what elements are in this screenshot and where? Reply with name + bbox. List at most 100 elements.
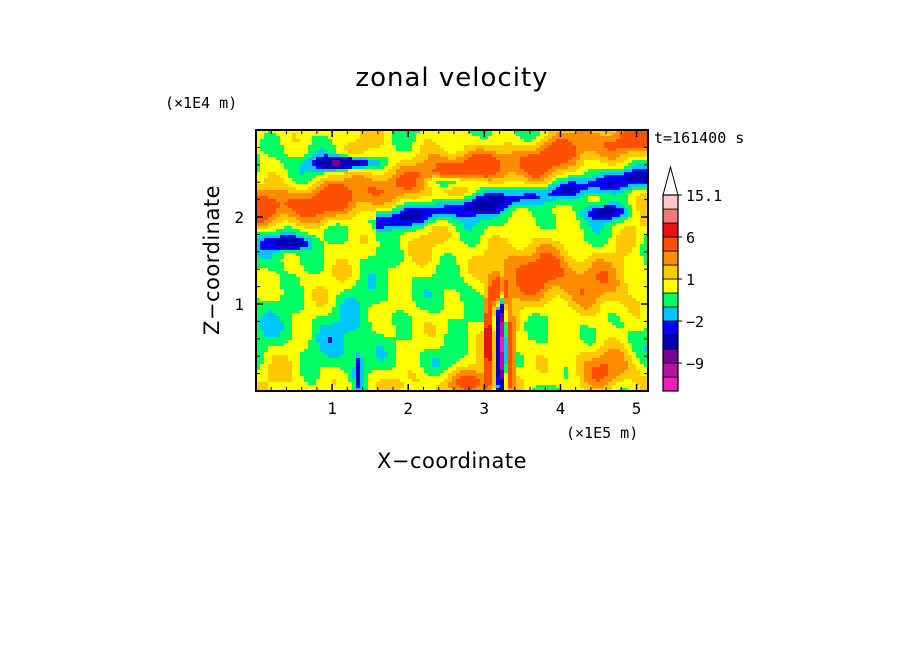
- field-cell: [576, 355, 601, 359]
- field-cell: [256, 229, 277, 233]
- field-cell: [316, 187, 325, 191]
- field-cell: [516, 322, 521, 326]
- field-cell: [436, 325, 449, 329]
- field-cell: [508, 367, 513, 371]
- field-cell: [256, 142, 261, 146]
- field-cell: [472, 256, 509, 260]
- field-cell: [500, 313, 505, 317]
- field-cell: [512, 211, 533, 215]
- field-cell: [500, 349, 505, 353]
- field-cell: [300, 247, 313, 251]
- field-cell: [440, 358, 461, 362]
- field-cell: [528, 208, 553, 212]
- field-cell: [508, 343, 513, 347]
- field-cell: [340, 316, 361, 320]
- field-cell: [256, 166, 261, 170]
- field-cell: [344, 352, 357, 356]
- field-cell: [256, 256, 261, 260]
- field-cell: [516, 325, 521, 329]
- field-cell: [312, 292, 329, 296]
- field-cell: [372, 172, 385, 176]
- field-cell: [620, 229, 637, 233]
- field-cell: [464, 145, 541, 149]
- field-cell: [480, 331, 485, 335]
- field-cell: [512, 346, 517, 350]
- field-cell: [504, 319, 509, 323]
- field-cell: [468, 325, 485, 329]
- field-cell: [296, 187, 309, 191]
- field-cell: [516, 379, 525, 383]
- field-cell: [552, 181, 561, 185]
- field-cell: [588, 214, 597, 218]
- field-cell: [332, 265, 353, 269]
- field-cell: [276, 217, 297, 221]
- field-cell: [440, 154, 465, 158]
- field-cell: [404, 232, 429, 236]
- field-cell: [436, 328, 449, 332]
- field-cell: [576, 259, 585, 263]
- field-cell: [448, 229, 457, 233]
- field-cell: [288, 355, 301, 359]
- field-cell: [256, 343, 285, 347]
- field-cell: [316, 340, 329, 344]
- field-cell: [364, 166, 385, 170]
- field-cell: [556, 247, 565, 251]
- field-cell: [324, 229, 349, 233]
- field-cell: [608, 271, 617, 275]
- y-tick-label: 1: [234, 295, 244, 314]
- field-cell: [548, 319, 609, 323]
- field-cell: [360, 271, 389, 275]
- field-cell: [316, 304, 325, 308]
- field-cell: [624, 325, 648, 329]
- field-cell: [568, 292, 581, 296]
- field-cell: [580, 304, 593, 308]
- field-cell: [304, 172, 325, 176]
- field-cell: [436, 265, 461, 269]
- field-cell: [624, 280, 648, 284]
- field-cell: [600, 304, 625, 308]
- field-cell: [444, 190, 469, 194]
- field-cell: [432, 169, 501, 173]
- field-cell: [476, 340, 485, 344]
- field-cell: [520, 328, 525, 332]
- field-cell: [256, 220, 265, 224]
- field-cell: [580, 292, 585, 296]
- field-cell: [284, 262, 301, 266]
- field-cell: [548, 145, 577, 149]
- field-cell: [484, 328, 493, 332]
- field-cell: [464, 388, 473, 391]
- field-cell: [636, 208, 648, 212]
- field-cell: [256, 154, 261, 158]
- field-cell: [596, 331, 629, 335]
- field-cell: [388, 274, 433, 278]
- field-cell: [492, 271, 501, 275]
- field-cell: [496, 304, 501, 308]
- field-cell: [616, 268, 625, 272]
- field-cell: [396, 361, 421, 365]
- field-cell: [628, 289, 648, 293]
- field-cell: [516, 352, 521, 356]
- field-cell: [340, 163, 361, 167]
- field-cell: [512, 202, 545, 206]
- field-cell: [580, 211, 589, 215]
- field-cell: [364, 373, 369, 377]
- field-cell: [536, 217, 557, 221]
- field-cell: [508, 313, 513, 317]
- field-cell: [484, 376, 493, 380]
- field-cell: [300, 370, 321, 374]
- field-cell: [256, 355, 265, 359]
- field-cell: [624, 379, 633, 383]
- field-cell: [468, 130, 493, 134]
- field-cell: [596, 298, 637, 302]
- field-cell: [628, 334, 648, 338]
- field-cell: [444, 343, 469, 347]
- field-cell: [484, 319, 493, 323]
- field-cell: [412, 322, 425, 326]
- field-cell: [264, 355, 273, 359]
- field-cell: [532, 139, 541, 143]
- field-cell: [624, 355, 633, 359]
- field-cell: [336, 259, 349, 263]
- field-cell: [556, 385, 581, 389]
- field-cell: [548, 367, 565, 371]
- field-cell: [628, 199, 637, 203]
